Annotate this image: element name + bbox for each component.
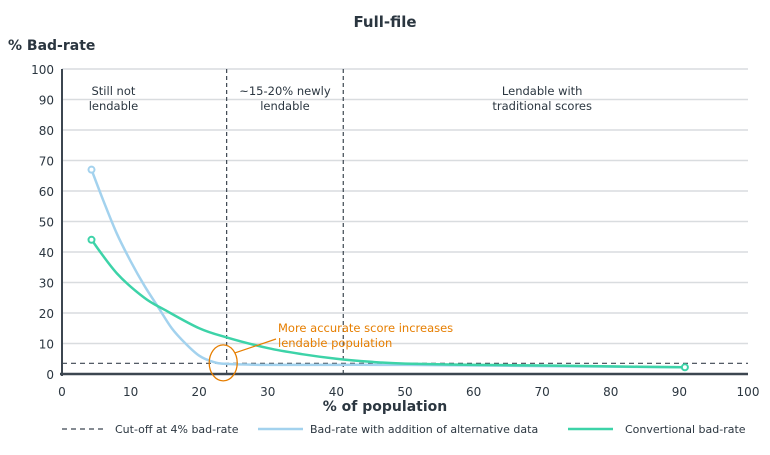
region-label: Still not [92, 84, 136, 98]
y-tick-label: 70 [39, 155, 54, 169]
x-tick-label: 50 [397, 385, 412, 399]
x-tick-label: 70 [535, 385, 550, 399]
x-tick-label: 30 [260, 385, 275, 399]
y-tick-label: 80 [39, 124, 54, 138]
annotation-leader [235, 338, 277, 354]
annotation-text: More accurate score increases [278, 321, 453, 335]
y-tick-label: 50 [39, 216, 54, 230]
series-line-1 [90, 239, 685, 369]
series-marker [87, 165, 96, 174]
y-axis-label: % Bad-rate [8, 38, 95, 54]
annotation-text: lendable population [278, 336, 392, 350]
region-label: Lendable with [502, 84, 583, 98]
legend-label: Convertional bad-rate [625, 423, 746, 436]
region-label: lendable [260, 99, 309, 113]
y-tick-label: 30 [39, 277, 54, 291]
x-tick-label: 20 [192, 385, 207, 399]
y-tick-label: 60 [39, 185, 54, 199]
x-tick-label: 0 [58, 385, 66, 399]
x-tick-label: 60 [466, 385, 481, 399]
region-label: lendable [89, 99, 138, 113]
x-tick-label: 100 [737, 385, 760, 399]
x-axis-label: % of population [323, 399, 447, 415]
series-marker [680, 363, 689, 372]
y-tick-label: 0 [46, 368, 54, 382]
y-tick-label: 100 [31, 63, 54, 77]
x-tick-label: 90 [672, 385, 687, 399]
y-tick-label: 10 [39, 338, 54, 352]
x-tick-label: 10 [123, 385, 138, 399]
chart-title: Full-file [353, 13, 416, 31]
legend-label: Cut-off at 4% bad-rate [115, 423, 239, 436]
annotation-circle [208, 344, 238, 382]
y-tick-label: 90 [39, 94, 54, 108]
x-tick-label: 80 [603, 385, 618, 399]
region-label: traditional scores [492, 99, 592, 113]
region-label: ~15-20% newly [239, 84, 331, 98]
y-tick-label: 40 [39, 246, 54, 260]
x-tick-label: 40 [329, 385, 344, 399]
series-marker [87, 235, 96, 244]
legend-label: Bad-rate with addition of alternative da… [310, 423, 538, 436]
y-tick-label: 20 [39, 307, 54, 321]
